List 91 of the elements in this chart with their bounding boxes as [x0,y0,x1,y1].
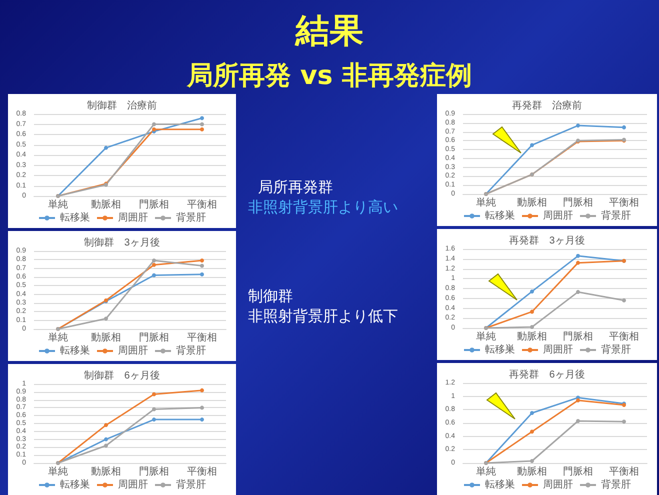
legend-label: 背景肝 [176,212,206,224]
legend-label: 背景肝 [176,344,206,356]
chart-title: 再発群 6ヶ月後 [509,368,585,380]
point [200,388,204,392]
point [576,254,580,258]
legend-label: 周囲肝 [118,346,148,356]
x-tick-label: 平衡相 [187,332,217,344]
point [530,411,534,415]
point [200,116,204,120]
legend-label: 背景肝 [601,344,631,356]
point [576,124,580,128]
point [152,122,156,126]
point [104,316,108,321]
point [200,264,204,268]
x-tick-label: 平衡相 [187,198,217,210]
point [104,423,108,428]
legend-label: 背景肝 [601,478,631,490]
text: 結果 [294,10,364,53]
x-tick-label: 単純 [476,466,496,478]
point [622,125,626,130]
point [576,398,580,402]
x-tick-label: 動脈相 [91,332,121,344]
point [152,262,156,267]
chart-title: 制御群 3ヶ月後 [84,236,160,248]
point [530,310,534,314]
point [622,420,626,424]
point [104,444,108,448]
point [530,143,534,148]
text: 非照射背景肝より高い [248,198,398,217]
point [530,459,534,463]
x-tick-label: 平衡相 [609,466,639,478]
chart-title: 制御群 治療前 [87,100,157,112]
legend-label: 転移巣 [60,344,90,356]
legend-label: 転移巣 [485,344,515,356]
point [152,392,156,396]
point [576,290,580,294]
legend-label: 周囲肝 [543,344,573,356]
x-tick-label: 単純 [476,330,496,342]
text: 非照射背景肝より低下 [248,307,398,326]
legend-label: 転移巣 [485,210,515,222]
chart-title: 再発群 治療前 [512,100,582,112]
legend-label: 背景肝 [601,210,631,222]
point [200,122,204,126]
x-tick-label: 動脈相 [91,466,121,478]
legend-label: 背景肝 [176,478,206,490]
x-tick-label: 平衡相 [609,330,639,342]
x-tick-label: 単純 [48,466,68,478]
point [200,406,204,410]
x-tick-label: 門脈相 [139,198,169,210]
legend-label: 周囲肝 [543,210,573,222]
point [104,437,108,442]
point [200,418,204,422]
legend-label: 転移巣 [60,478,90,490]
point [530,289,534,294]
text: 局所再発群 [258,178,333,197]
point [152,407,156,412]
x-tick-label: 動脈相 [517,466,547,478]
x-tick-label: 門脈相 [563,196,593,208]
x-tick-label: 門脈相 [139,466,169,478]
legend-label: 転移巣 [60,212,90,224]
point [152,258,156,263]
x-tick-label: 単純 [476,196,496,208]
x-tick-label: 門脈相 [139,332,169,344]
point [530,325,534,330]
point [530,430,534,434]
point [200,127,204,132]
legend-label: 転移巣 [485,478,515,490]
x-tick-label: 平衡相 [609,196,639,208]
legend-label: 周囲肝 [118,212,148,224]
point [152,418,156,422]
x-tick-label: 動脈相 [517,196,547,208]
point [622,298,626,302]
chart-title: 制御群 6ヶ月後 [84,370,160,382]
x-tick-label: 単純 [48,198,68,210]
x-tick-label: 平衡相 [187,466,217,478]
point [152,273,156,278]
point [104,146,108,150]
text: 制御群 [248,287,293,306]
point [200,258,204,263]
chart-title: 再発群 3ヶ月後 [509,234,585,246]
text: 局所再発 vs 非再発症例 [186,60,473,93]
x-tick-label: 単純 [48,332,68,344]
legend-label: 周囲肝 [118,480,148,490]
point [200,272,204,276]
x-tick-label: 動脈相 [91,198,121,210]
x-tick-label: 動脈相 [517,330,547,342]
legend-label: 周囲肝 [543,480,573,490]
x-tick-label: 門脈相 [563,466,593,478]
x-tick-label: 門脈相 [563,330,593,342]
point [576,260,580,265]
point [576,419,580,423]
